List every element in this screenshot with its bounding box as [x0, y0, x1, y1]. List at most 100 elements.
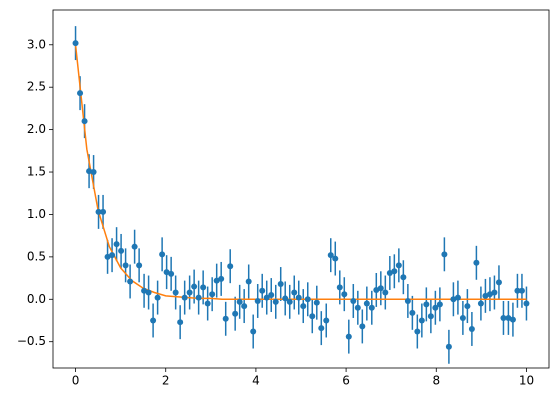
data-point: [382, 289, 389, 296]
data-point: [222, 315, 229, 322]
data-point: [282, 295, 289, 302]
data-point: [154, 294, 161, 301]
data-point: [131, 243, 138, 250]
data-point: [441, 251, 448, 258]
data-point: [86, 168, 93, 175]
plot-frame: [52, 9, 550, 369]
y-tick-label: 1.0: [27, 207, 46, 221]
data-point: [395, 262, 402, 269]
data-point: [523, 300, 530, 307]
x-tick-label: 8: [432, 374, 440, 388]
data-point: [200, 284, 207, 291]
data-point: [345, 333, 352, 340]
data-point: [168, 270, 175, 277]
data-point: [291, 289, 298, 296]
data-point: [477, 300, 484, 307]
data-point: [336, 284, 343, 291]
data-point: [209, 291, 216, 298]
data-point: [150, 317, 157, 324]
data-point: [227, 263, 234, 270]
data-point: [277, 281, 284, 288]
data-point: [354, 304, 361, 311]
data-point: [90, 169, 97, 176]
data-point: [300, 303, 307, 310]
data-point: [518, 287, 525, 294]
data-point: [486, 291, 493, 298]
data-point: [359, 323, 366, 330]
data-point: [427, 313, 434, 320]
data-point: [505, 314, 512, 321]
data-point: [213, 277, 220, 284]
data-point: [491, 289, 498, 296]
data-point: [95, 208, 102, 215]
data-point: [464, 303, 471, 310]
data-point: [414, 328, 421, 335]
y-tick-label: 0.0: [27, 292, 46, 306]
data-point: [232, 310, 239, 317]
data-point: [391, 268, 398, 275]
data-point: [318, 325, 325, 332]
y-tick-label: 0.5: [27, 249, 46, 263]
data-point: [423, 301, 430, 308]
data-point: [263, 294, 270, 301]
data-point: [386, 269, 393, 276]
data-point: [159, 251, 166, 258]
x-tick-label: 2: [162, 374, 170, 388]
y-tick-label: 2.5: [27, 80, 46, 94]
data-point: [418, 317, 425, 324]
data-point: [145, 289, 152, 296]
data-point: [204, 300, 211, 307]
data-point: [286, 298, 293, 305]
data-point: [309, 313, 316, 320]
data-point: [436, 301, 443, 308]
x-tick-label: 4: [252, 374, 260, 388]
y-tick-label: 1.5: [27, 165, 46, 179]
data-point: [100, 208, 107, 215]
data-point: [482, 292, 489, 299]
data-point: [186, 289, 193, 296]
data-point: [72, 40, 79, 47]
x-tick-label: 6: [342, 374, 350, 388]
data-point: [236, 298, 243, 305]
data-point: [259, 287, 266, 294]
data-point: [295, 294, 302, 301]
data-point: [468, 325, 475, 332]
data-point: [400, 274, 407, 281]
data-point: [218, 275, 225, 282]
data-point: [268, 292, 275, 299]
data-point: [304, 296, 311, 303]
data-point: [473, 259, 480, 266]
data-point: [254, 297, 261, 304]
data-point: [509, 316, 516, 323]
data-point: [459, 314, 466, 321]
data-point: [445, 343, 452, 350]
data-point: [241, 303, 248, 310]
data-point: [332, 255, 339, 262]
data-point: [272, 298, 279, 305]
data-point: [136, 262, 143, 269]
data-point: [250, 328, 257, 335]
data-point: [323, 317, 330, 324]
data-point: [368, 304, 375, 311]
data-point: [404, 297, 411, 304]
data-point: [373, 286, 380, 293]
data-point: [191, 283, 198, 290]
data-point: [141, 287, 148, 294]
data-point: [81, 118, 88, 125]
data-point: [245, 278, 252, 285]
data-point: [495, 279, 502, 286]
data-point: [127, 278, 134, 285]
data-point: [109, 252, 116, 259]
data-point: [177, 319, 184, 326]
data-point: [118, 247, 125, 254]
data-point: [450, 296, 457, 303]
data-point: [363, 300, 370, 307]
data-point: [454, 294, 461, 301]
data-point: [350, 297, 357, 304]
data-point: [341, 291, 348, 298]
data-point: [432, 304, 439, 311]
y-tick-label: 2.0: [27, 122, 46, 136]
data-point: [195, 294, 202, 301]
data-point: [163, 269, 170, 276]
